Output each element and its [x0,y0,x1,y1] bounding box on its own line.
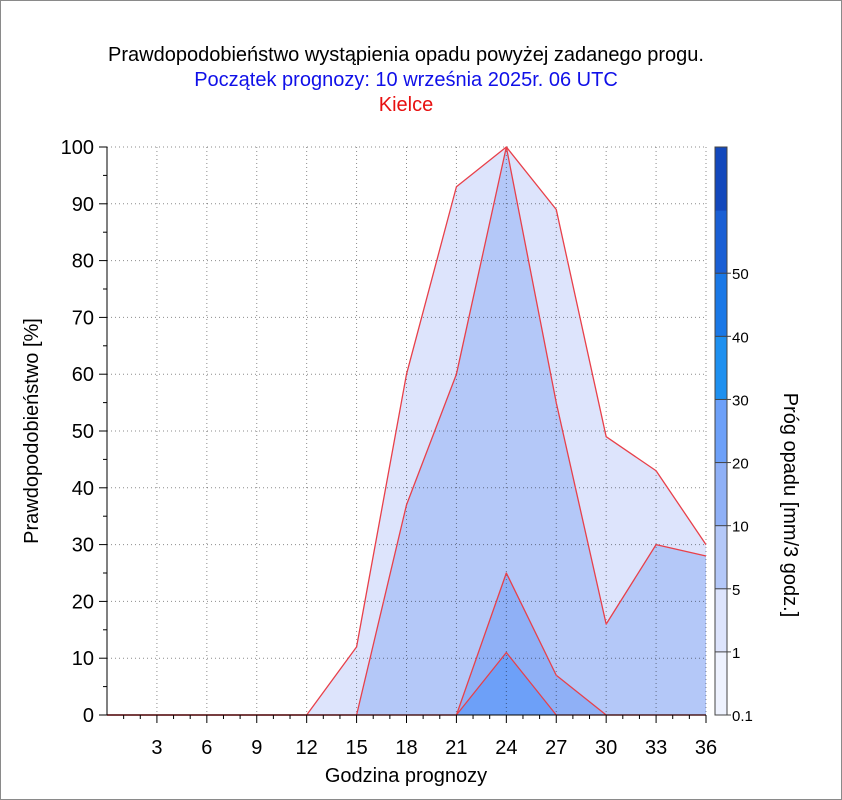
colorbar-tick-label: 0.1 [732,708,753,725]
colorbar-band [715,525,727,590]
x-tick-label: 27 [545,737,567,759]
x-tick-label: 15 [345,737,367,759]
chart-location: Kielce [379,94,433,116]
y-tick-label: 0 [83,705,94,727]
colorbar-tick-label: 30 [732,392,749,409]
y-tick-label: 50 [72,421,94,443]
plot-areas [107,147,706,715]
colorbar-band [715,210,727,274]
y-tick-label: 60 [72,364,94,386]
colorbar-tick-label: 10 [732,519,749,536]
area-threshold-1 [107,147,706,715]
y-tick-label: 40 [72,478,94,500]
chart-subtitle: Początek prognozy: 10 września 2025r. 06… [194,69,618,91]
x-tick-label: 12 [296,737,318,759]
colorbar-band [715,147,727,211]
area-threshold-5 [107,573,706,715]
colorbar-band [715,273,727,337]
x-tick-label: 30 [595,737,617,759]
y-tick-label: 30 [72,535,94,557]
colorbar-band [715,399,727,464]
y-tick-label: 70 [72,307,94,329]
x-tick-label: 33 [645,737,667,759]
x-tick-label: 36 [695,737,717,759]
plot-grid [107,146,707,716]
x-tick-label: 24 [495,737,517,759]
colorbar-tick-label: 20 [732,456,749,473]
colorbar-label: Próg opadu [mm/3 godz.] [779,393,801,618]
y-tick-label: 80 [72,251,94,273]
colorbar-band [715,336,727,400]
colorbar-tick-label: 1 [732,645,740,662]
x-tick-label: 18 [395,737,417,759]
colorbar-tick-label: 40 [732,329,749,346]
colorbar-band [715,462,727,527]
y-tick-label: 20 [72,591,94,613]
x-tick-label: 21 [445,737,467,759]
y-tick-label: 90 [72,194,94,216]
y-axis-label: Prawdopodobieństwo [%] [21,318,43,544]
chart-title: Prawdopodobieństwo wystąpienia opadu pow… [108,44,704,66]
x-tick-label: 9 [251,737,262,759]
y-tick-label: 100 [61,137,94,159]
y-tick-label: 10 [72,648,94,670]
x-axis-label: Godzina prognozy [325,765,487,787]
colorbar-tick-label: 5 [732,582,740,599]
colorbar-band [715,651,727,716]
x-tick-label: 6 [201,737,212,759]
colorbar-band [715,588,727,653]
colorbar: 0.1 1 5 10 20 30 40 50 [714,146,753,725]
x-tick-label: 3 [151,737,162,759]
colorbar-tick-label: 50 [732,266,749,283]
